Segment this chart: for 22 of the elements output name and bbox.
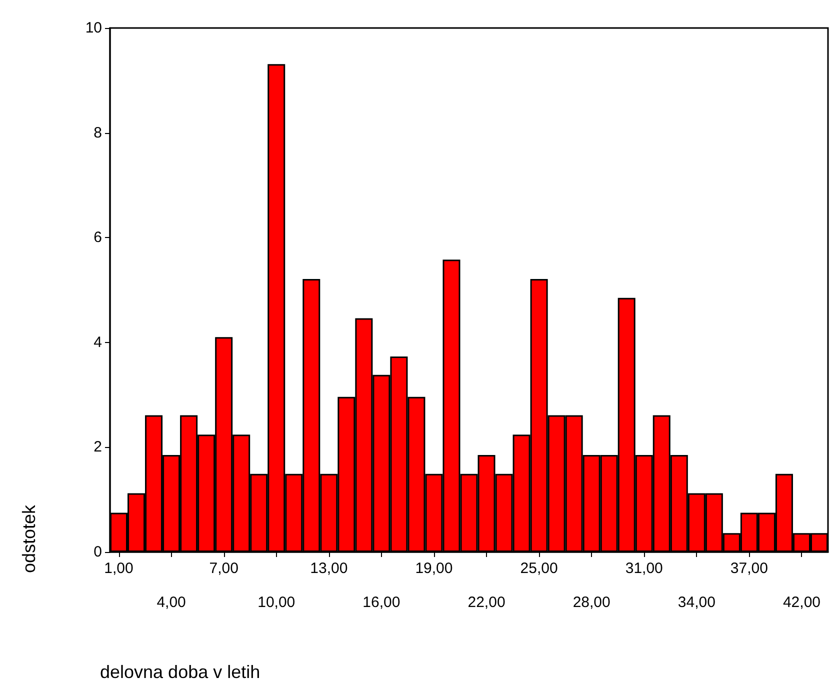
x-tick-label: 34,00 bbox=[678, 594, 716, 611]
y-tick-label: 2 bbox=[94, 438, 102, 456]
x-axis-title: delovna doba v letih bbox=[100, 662, 260, 682]
x-tick-label: 4,00 bbox=[156, 594, 186, 611]
x-tick-label: 16,00 bbox=[362, 594, 400, 611]
y-axis-title: odstotek bbox=[19, 504, 39, 573]
x-tick-label: 42,00 bbox=[782, 594, 821, 611]
y-tick-label: 6 bbox=[94, 229, 102, 246]
x-tick-label: 7,00 bbox=[209, 560, 238, 577]
x-tick-label: 19,00 bbox=[415, 560, 453, 577]
x-tick-label: 28,00 bbox=[572, 594, 610, 611]
x-tick-label: 37,00 bbox=[730, 560, 768, 577]
x-tick-label: 25,00 bbox=[520, 560, 558, 577]
x-tick-label: 31,00 bbox=[625, 560, 663, 577]
x-tick-label: 10,00 bbox=[258, 594, 296, 611]
x-tick-label: 1,00 bbox=[104, 560, 134, 577]
x-tick-label: 13,00 bbox=[310, 560, 348, 577]
y-tick-label: 4 bbox=[94, 334, 102, 351]
y-tick-label: 0 bbox=[94, 544, 102, 560]
y-tick-label: 8 bbox=[94, 124, 102, 142]
y-tick-label: 10 bbox=[85, 20, 102, 36]
x-tick-label: 22,00 bbox=[468, 594, 506, 611]
